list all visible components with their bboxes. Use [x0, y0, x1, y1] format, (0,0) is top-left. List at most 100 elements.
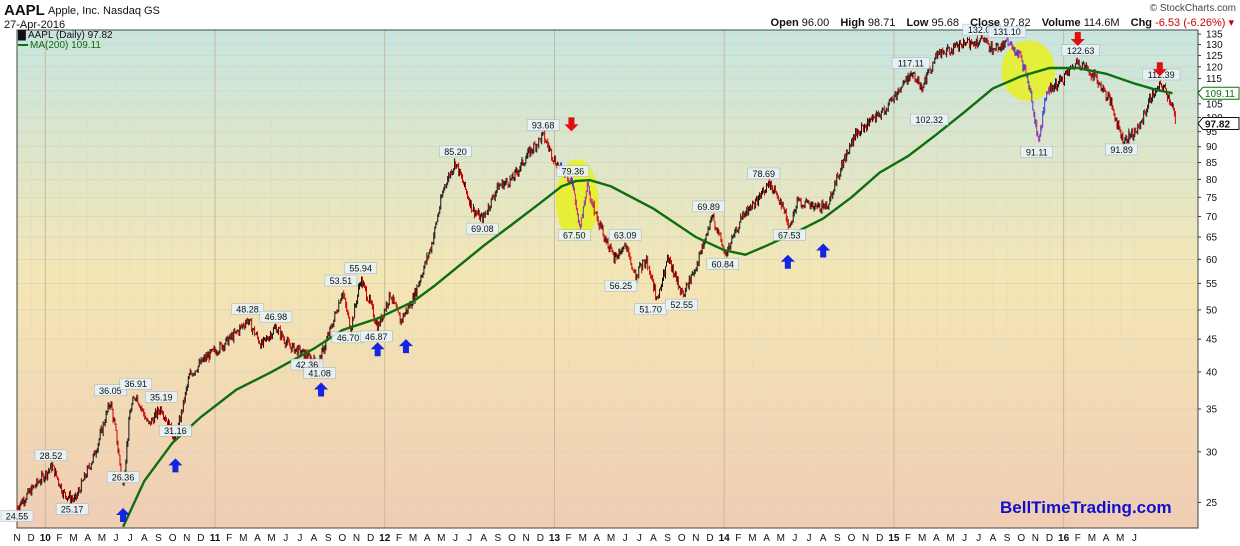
annotation-label: 55.94 [349, 264, 372, 274]
annotation-box [772, 229, 806, 241]
price-annotation: 24.55 [0, 510, 34, 522]
x-tick-label: S [325, 533, 332, 544]
x-tick-label: J [128, 533, 133, 544]
price-annotation: 28.52 [34, 449, 68, 462]
annotation-label: 91.89 [1110, 145, 1133, 155]
annotation-box [1105, 143, 1138, 156]
x-tick-label: M [409, 533, 417, 544]
price-annotation: 35.19 [145, 391, 178, 403]
x-tick-label: N [13, 533, 20, 544]
x-tick-label: N [523, 533, 530, 544]
y-tick-label: 70 [1206, 212, 1218, 223]
price-annotation: 36.05 [94, 384, 127, 397]
price-annotation: 53.51 [324, 274, 358, 287]
annotation-label: 132.09 [968, 25, 996, 35]
price-annotation: 122.63 [1061, 44, 1100, 57]
x-tick-label: J [807, 533, 812, 544]
x-tick-label: A [311, 533, 318, 544]
price-annotation: 93.68 [526, 119, 560, 131]
chart-date: 27-Apr-2016 [4, 19, 66, 31]
x-tick-label: M [946, 533, 954, 544]
x-tick-label: J [283, 533, 288, 544]
x-tick-label: A [933, 533, 940, 544]
annotation-label: 67.53 [778, 230, 801, 240]
annotation-label: 53.51 [330, 276, 353, 286]
x-tick-label: M [748, 533, 756, 544]
x-tick-label: S [664, 533, 671, 544]
price-annotation: 78.69 [747, 167, 781, 180]
y-tick-label: 85 [1206, 158, 1218, 169]
chg-down-icon: ▾ [1228, 17, 1234, 29]
x-tick-label: A [1103, 533, 1110, 544]
annotation-label: 79.36 [562, 167, 585, 177]
x-tick-label: N [1032, 533, 1039, 544]
price-annotation: 91.89 [1105, 143, 1138, 156]
annotation-label: 31.16 [164, 426, 187, 436]
y-tick-label: 75 [1206, 193, 1218, 204]
x-tick-label: F [226, 533, 232, 544]
x-tick-label: S [1004, 533, 1011, 544]
x-tick-label: J [297, 533, 302, 544]
y-tick-label: 55 [1206, 279, 1218, 290]
x-tick-label: M [239, 533, 247, 544]
x-tick-label: N [862, 533, 869, 544]
annotation-label: 28.52 [40, 451, 63, 461]
blue-up-arrow-icon [780, 254, 795, 269]
x-tick-label: A [141, 533, 148, 544]
y-tick-label: 130 [1206, 40, 1223, 51]
annotation-label: 25.17 [61, 505, 84, 515]
x-tick-label: N [353, 533, 360, 544]
annotation-label: 117.11 [898, 59, 924, 69]
x-tick-label: J [453, 533, 458, 544]
x-tick-label: 10 [40, 533, 52, 544]
annotation-label: 26.36 [112, 473, 135, 483]
x-tick-label: M [98, 533, 106, 544]
ma-legend-swatch [18, 44, 28, 47]
x-tick-label: M [69, 533, 77, 544]
annotation-label: 42.36 [296, 360, 319, 370]
x-tick-label: N [183, 533, 190, 544]
close-label: Close [970, 17, 1001, 29]
x-tick-label: 12 [379, 533, 391, 544]
x-tick-label: O [1017, 533, 1025, 544]
blue-up-arrow-icon [370, 342, 385, 357]
x-tick-label: A [650, 533, 657, 544]
x-tick-label: O [169, 533, 177, 544]
price-annotation: 63.09 [608, 229, 642, 241]
annotation-label: 112.39 [1148, 70, 1175, 80]
x-tick-label: M [1088, 533, 1096, 544]
ohlc-summary: Open 96.00 High 98.71 Low 95.68 Close 97… [771, 16, 1234, 29]
annotation-box [159, 424, 192, 437]
x-tick-label: A [254, 533, 261, 544]
annotation-label: 78.69 [753, 169, 776, 179]
x-tick-label: F [566, 533, 572, 544]
high-value: 98.71 [867, 17, 896, 29]
x-tick-label: J [1132, 533, 1137, 544]
annotation-box [706, 258, 740, 270]
annotation-label: 52.55 [670, 300, 693, 310]
annotation-box [55, 503, 89, 515]
x-tick-label: D [537, 533, 544, 544]
annotation-label: 51.70 [639, 305, 662, 315]
y-tick-label: 90 [1206, 142, 1218, 153]
x-tick-label: A [424, 533, 431, 544]
annotation-label: 91.11 [1026, 147, 1048, 157]
price-annotation: 67.53 [772, 229, 806, 241]
x-tick-label: D [1046, 533, 1053, 544]
annotation-label: 46.87 [365, 332, 388, 342]
x-tick-label: A [480, 533, 487, 544]
x-tick-label: A [84, 533, 91, 544]
current-price-tag: 97.82 [1197, 117, 1240, 131]
annotation-label: 48.28 [236, 305, 259, 315]
chg-value: -6.53 (-6.26%) [1155, 17, 1226, 29]
close-value: 97.82 [1003, 17, 1031, 29]
y-tick-label: 45 [1206, 335, 1218, 346]
ma200-line [122, 66, 1173, 528]
red-down-arrow-icon [1070, 32, 1085, 47]
red-down-arrow-icon [564, 117, 579, 132]
annotation-label: 46.70 [337, 333, 360, 343]
price-annotation: 31.16 [159, 424, 192, 437]
y-tick-label: 125 [1206, 51, 1223, 62]
